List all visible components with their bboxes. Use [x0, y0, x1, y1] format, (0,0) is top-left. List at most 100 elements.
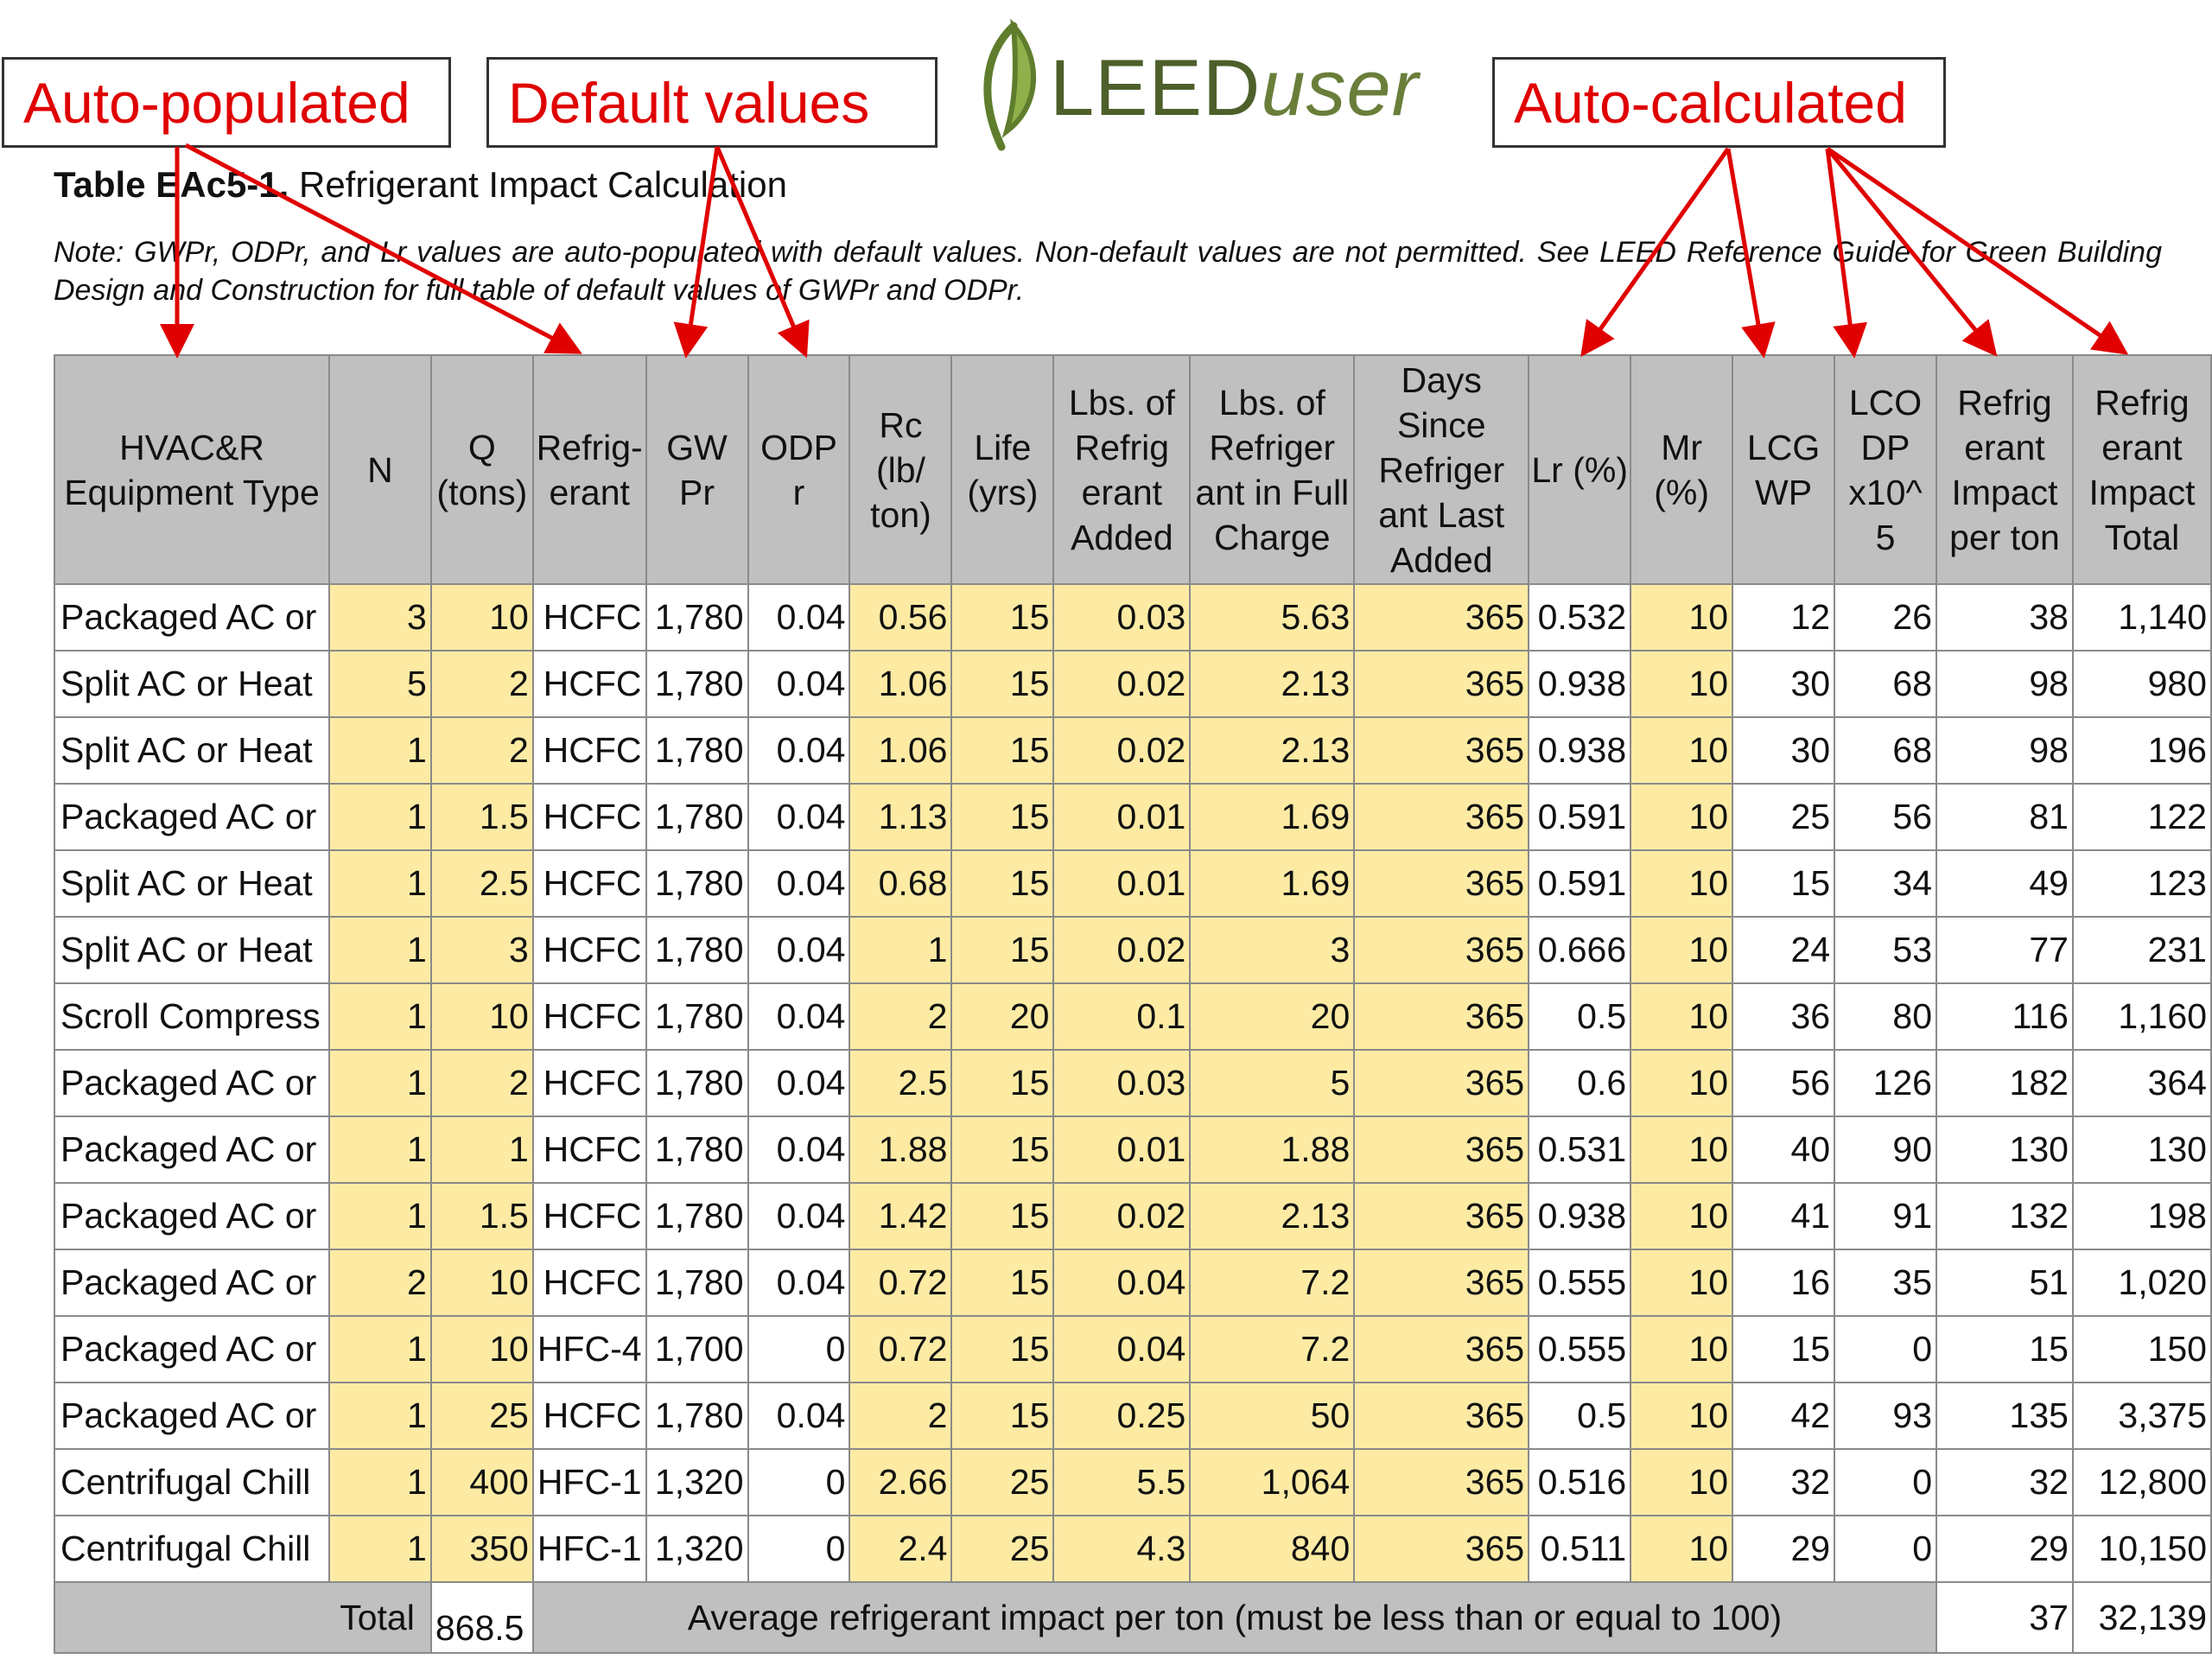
cell-days-since-added[interactable]: 365 — [1353, 1448, 1530, 1516]
cell-life[interactable]: 15 — [950, 583, 1055, 652]
cell-rc[interactable]: 2 — [849, 982, 953, 1051]
cell-days-since-added[interactable]: 365 — [1353, 783, 1530, 851]
cell-n[interactable]: 1 — [327, 1049, 432, 1117]
cell-days-since-added[interactable]: 365 — [1353, 1315, 1530, 1383]
cell-mr[interactable]: 10 — [1630, 1049, 1734, 1117]
cell-lbs-added[interactable]: 0.03 — [1052, 583, 1192, 652]
cell-n[interactable]: 3 — [327, 583, 432, 652]
cell-life[interactable]: 20 — [950, 982, 1055, 1051]
cell-mr[interactable]: 10 — [1630, 583, 1734, 652]
cell-q-tons[interactable]: 2 — [429, 650, 534, 718]
cell-lbs-added[interactable]: 0.04 — [1052, 1315, 1192, 1383]
cell-days-since-added[interactable]: 365 — [1353, 1249, 1530, 1317]
cell-lbs-added[interactable]: 0.02 — [1052, 916, 1192, 984]
cell-life[interactable]: 25 — [950, 1448, 1055, 1516]
cell-lbs-added[interactable]: 0.02 — [1052, 650, 1192, 718]
cell-life[interactable]: 15 — [950, 1382, 1055, 1450]
cell-life[interactable]: 15 — [950, 1116, 1055, 1184]
cell-q-tons[interactable]: 25 — [429, 1382, 534, 1450]
cell-lbs-full-charge[interactable]: 5 — [1189, 1049, 1356, 1117]
cell-life[interactable]: 15 — [950, 716, 1055, 785]
cell-q-tons[interactable]: 2 — [429, 716, 534, 785]
cell-q-tons[interactable]: 2 — [429, 1049, 534, 1117]
cell-n[interactable]: 1 — [327, 1382, 432, 1450]
cell-mr[interactable]: 10 — [1630, 1249, 1734, 1317]
cell-lbs-full-charge[interactable]: 1.69 — [1189, 849, 1356, 918]
cell-mr[interactable]: 10 — [1630, 916, 1734, 984]
cell-q-tons[interactable]: 10 — [429, 1315, 534, 1383]
cell-rc[interactable]: 1.88 — [849, 1116, 953, 1184]
cell-life[interactable]: 15 — [950, 1049, 1055, 1117]
cell-lbs-full-charge[interactable]: 1,064 — [1189, 1448, 1356, 1516]
cell-lbs-full-charge[interactable]: 5.63 — [1189, 583, 1356, 652]
cell-mr[interactable]: 10 — [1630, 849, 1734, 918]
cell-lbs-full-charge[interactable]: 7.2 — [1189, 1315, 1356, 1383]
cell-lbs-added[interactable]: 0.01 — [1052, 849, 1192, 918]
cell-days-since-added[interactable]: 365 — [1353, 1382, 1530, 1450]
cell-n[interactable]: 1 — [327, 1116, 432, 1184]
cell-lbs-added[interactable]: 0.01 — [1052, 1116, 1192, 1184]
cell-rc[interactable]: 2.66 — [849, 1448, 953, 1516]
cell-rc[interactable]: 1.13 — [849, 783, 953, 851]
cell-mr[interactable]: 10 — [1630, 716, 1734, 785]
cell-q-tons[interactable]: 1.5 — [429, 783, 534, 851]
cell-mr[interactable]: 10 — [1630, 1182, 1734, 1250]
cell-rc[interactable]: 2.5 — [849, 1049, 953, 1117]
cell-lbs-full-charge[interactable]: 2.13 — [1189, 1182, 1356, 1250]
cell-rc[interactable]: 1.06 — [849, 716, 953, 785]
cell-n[interactable]: 1 — [327, 982, 432, 1051]
cell-lbs-full-charge[interactable]: 2.13 — [1189, 650, 1356, 718]
cell-q-tons[interactable]: 350 — [429, 1515, 534, 1583]
cell-days-since-added[interactable]: 365 — [1353, 1049, 1530, 1117]
cell-days-since-added[interactable]: 365 — [1353, 650, 1530, 718]
cell-lbs-full-charge[interactable]: 1.88 — [1189, 1116, 1356, 1184]
cell-n[interactable]: 1 — [327, 849, 432, 918]
cell-mr[interactable]: 10 — [1630, 783, 1734, 851]
cell-mr[interactable]: 10 — [1630, 650, 1734, 718]
cell-life[interactable]: 15 — [950, 650, 1055, 718]
cell-days-since-added[interactable]: 365 — [1353, 982, 1530, 1051]
cell-lbs-added[interactable]: 0.02 — [1052, 1182, 1192, 1250]
cell-q-tons[interactable]: 10 — [429, 583, 534, 652]
cell-rc[interactable]: 1 — [849, 916, 953, 984]
cell-lbs-full-charge[interactable]: 840 — [1189, 1515, 1356, 1583]
cell-q-tons[interactable]: 3 — [429, 916, 534, 984]
cell-n[interactable]: 2 — [327, 1249, 432, 1317]
cell-mr[interactable]: 10 — [1630, 1116, 1734, 1184]
cell-lbs-full-charge[interactable]: 20 — [1189, 982, 1356, 1051]
cell-rc[interactable]: 0.68 — [849, 849, 953, 918]
cell-days-since-added[interactable]: 365 — [1353, 716, 1530, 785]
cell-n[interactable]: 1 — [327, 716, 432, 785]
cell-life[interactable]: 15 — [950, 1182, 1055, 1250]
cell-lbs-full-charge[interactable]: 2.13 — [1189, 716, 1356, 785]
cell-rc[interactable]: 0.72 — [849, 1249, 953, 1317]
cell-n[interactable]: 1 — [327, 1448, 432, 1516]
cell-mr[interactable]: 10 — [1630, 1515, 1734, 1583]
cell-life[interactable]: 25 — [950, 1515, 1055, 1583]
cell-mr[interactable]: 10 — [1630, 1315, 1734, 1383]
cell-mr[interactable]: 10 — [1630, 1382, 1734, 1450]
cell-days-since-added[interactable]: 365 — [1353, 1515, 1530, 1583]
cell-q-tons[interactable]: 2.5 — [429, 849, 534, 918]
cell-days-since-added[interactable]: 365 — [1353, 583, 1530, 652]
cell-life[interactable]: 15 — [950, 1315, 1055, 1383]
cell-q-tons[interactable]: 1.5 — [429, 1182, 534, 1250]
cell-lbs-full-charge[interactable]: 50 — [1189, 1382, 1356, 1450]
cell-lbs-added[interactable]: 0.04 — [1052, 1249, 1192, 1317]
cell-life[interactable]: 15 — [950, 1249, 1055, 1317]
cell-mr[interactable]: 10 — [1630, 982, 1734, 1051]
cell-q-tons[interactable]: 10 — [429, 982, 534, 1051]
cell-lbs-added[interactable]: 0.25 — [1052, 1382, 1192, 1450]
cell-q-tons[interactable]: 400 — [429, 1448, 534, 1516]
cell-lbs-added[interactable]: 5.5 — [1052, 1448, 1192, 1516]
cell-life[interactable]: 15 — [950, 783, 1055, 851]
cell-mr[interactable]: 10 — [1630, 1448, 1734, 1516]
cell-lbs-full-charge[interactable]: 1.69 — [1189, 783, 1356, 851]
cell-lbs-added[interactable]: 0.1 — [1052, 982, 1192, 1051]
cell-rc[interactable]: 1.06 — [849, 650, 953, 718]
cell-days-since-added[interactable]: 365 — [1353, 916, 1530, 984]
cell-days-since-added[interactable]: 365 — [1353, 1182, 1530, 1250]
cell-n[interactable]: 5 — [327, 650, 432, 718]
cell-rc[interactable]: 1.42 — [849, 1182, 953, 1250]
cell-rc[interactable]: 0.72 — [849, 1315, 953, 1383]
